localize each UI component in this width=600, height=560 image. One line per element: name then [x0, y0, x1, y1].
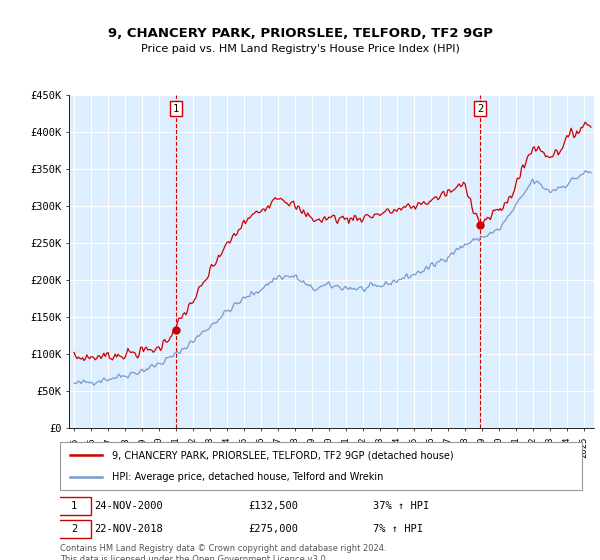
FancyBboxPatch shape	[58, 497, 91, 515]
Text: 2: 2	[71, 524, 77, 534]
Text: Contains HM Land Registry data © Crown copyright and database right 2024.
This d: Contains HM Land Registry data © Crown c…	[60, 544, 386, 560]
Text: 2: 2	[477, 104, 483, 114]
Text: 9, CHANCERY PARK, PRIORSLEE, TELFORD, TF2 9GP (detached house): 9, CHANCERY PARK, PRIORSLEE, TELFORD, TF…	[112, 450, 454, 460]
Text: £275,000: £275,000	[248, 524, 298, 534]
Text: £132,500: £132,500	[248, 501, 298, 511]
Text: 1: 1	[71, 501, 77, 511]
FancyBboxPatch shape	[58, 520, 91, 538]
Text: 24-NOV-2000: 24-NOV-2000	[94, 501, 163, 511]
Text: 7% ↑ HPI: 7% ↑ HPI	[373, 524, 423, 534]
Text: 37% ↑ HPI: 37% ↑ HPI	[373, 501, 430, 511]
Text: 22-NOV-2018: 22-NOV-2018	[94, 524, 163, 534]
FancyBboxPatch shape	[60, 442, 582, 490]
Text: 1: 1	[173, 104, 179, 114]
Text: Price paid vs. HM Land Registry's House Price Index (HPI): Price paid vs. HM Land Registry's House …	[140, 44, 460, 54]
Text: HPI: Average price, detached house, Telford and Wrekin: HPI: Average price, detached house, Telf…	[112, 472, 383, 482]
Text: 9, CHANCERY PARK, PRIORSLEE, TELFORD, TF2 9GP: 9, CHANCERY PARK, PRIORSLEE, TELFORD, TF…	[107, 27, 493, 40]
